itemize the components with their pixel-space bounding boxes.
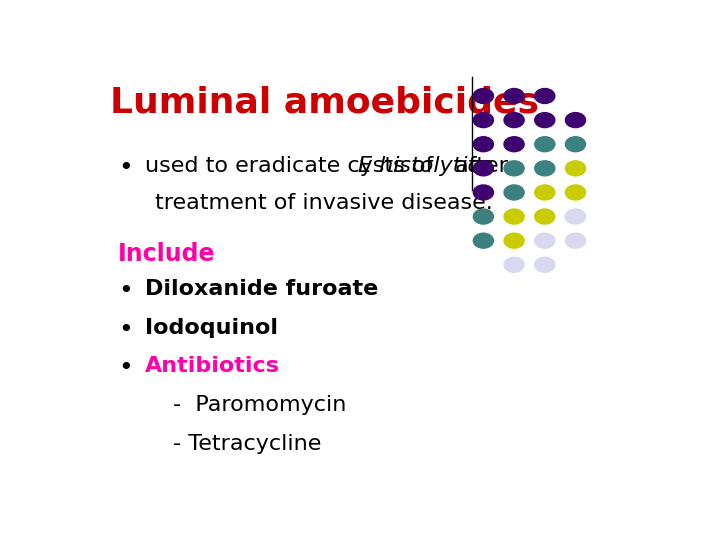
Text: Diloxanide furoate: Diloxanide furoate — [145, 279, 378, 299]
Circle shape — [565, 161, 585, 176]
Circle shape — [504, 209, 524, 224]
Text: E histolytica: E histolytica — [358, 156, 493, 176]
Circle shape — [473, 137, 493, 152]
Circle shape — [504, 233, 524, 248]
Circle shape — [504, 89, 524, 104]
Text: •: • — [118, 318, 132, 342]
Circle shape — [504, 258, 524, 272]
Text: •: • — [118, 356, 132, 380]
Circle shape — [535, 137, 555, 152]
Circle shape — [473, 233, 493, 248]
Circle shape — [535, 185, 555, 200]
Circle shape — [473, 113, 493, 127]
Circle shape — [565, 137, 585, 152]
Text: Luminal amoebicides: Luminal amoebicides — [110, 85, 539, 119]
Text: after: after — [449, 156, 508, 176]
Text: Include: Include — [118, 241, 215, 266]
Circle shape — [535, 113, 555, 127]
Circle shape — [504, 113, 524, 127]
Circle shape — [504, 185, 524, 200]
Circle shape — [473, 89, 493, 104]
Circle shape — [565, 113, 585, 127]
Circle shape — [473, 209, 493, 224]
Circle shape — [473, 161, 493, 176]
Circle shape — [535, 161, 555, 176]
Text: treatment of invasive disease.: treatment of invasive disease. — [155, 193, 492, 213]
Text: - Tetracycline: - Tetracycline — [173, 434, 321, 454]
Circle shape — [504, 161, 524, 176]
Circle shape — [535, 89, 555, 104]
Text: used to eradicate cysts of: used to eradicate cysts of — [145, 156, 440, 176]
Circle shape — [473, 185, 493, 200]
Circle shape — [504, 137, 524, 152]
Circle shape — [565, 185, 585, 200]
Text: Antibiotics: Antibiotics — [145, 356, 279, 376]
Text: •: • — [118, 156, 132, 180]
Circle shape — [565, 209, 585, 224]
Text: Iodoquinol: Iodoquinol — [145, 318, 278, 338]
Text: -  Paromomycin: - Paromomycin — [173, 395, 346, 415]
Text: •: • — [118, 279, 132, 303]
Circle shape — [565, 233, 585, 248]
Circle shape — [535, 209, 555, 224]
Circle shape — [535, 233, 555, 248]
Circle shape — [535, 258, 555, 272]
